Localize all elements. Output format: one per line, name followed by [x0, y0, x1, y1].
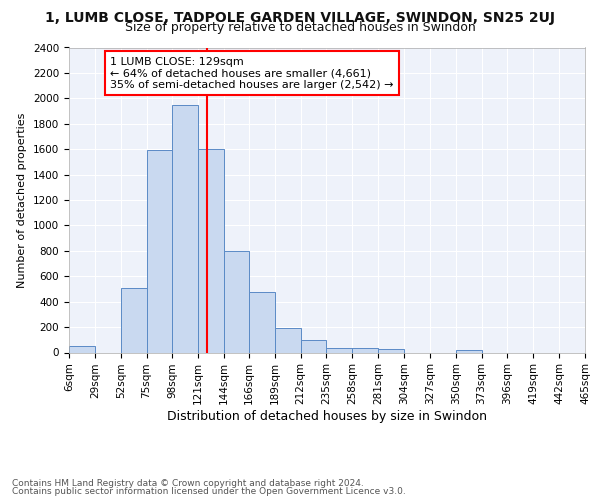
Bar	[172, 104, 198, 352]
Bar	[198, 149, 224, 352]
Text: 1, LUMB CLOSE, TADPOLE GARDEN VILLAGE, SWINDON, SN25 2UJ: 1, LUMB CLOSE, TADPOLE GARDEN VILLAGE, S…	[45, 11, 555, 25]
Bar	[352, 348, 378, 352]
X-axis label: Distribution of detached houses by size in Swindon: Distribution of detached houses by size …	[167, 410, 487, 423]
Text: 1 LUMB CLOSE: 129sqm
← 64% of detached houses are smaller (4,661)
35% of semi-de: 1 LUMB CLOSE: 129sqm ← 64% of detached h…	[110, 56, 394, 90]
Text: Contains HM Land Registry data © Crown copyright and database right 2024.: Contains HM Land Registry data © Crown c…	[12, 478, 364, 488]
Bar	[456, 350, 482, 352]
Bar	[326, 348, 352, 352]
Bar	[69, 346, 95, 352]
Bar	[121, 288, 146, 352]
Bar	[378, 350, 404, 352]
Bar	[224, 251, 249, 352]
Text: Contains public sector information licensed under the Open Government Licence v3: Contains public sector information licen…	[12, 487, 406, 496]
Y-axis label: Number of detached properties: Number of detached properties	[17, 112, 28, 288]
Bar	[146, 150, 172, 352]
Bar	[301, 340, 326, 352]
Text: Size of property relative to detached houses in Swindon: Size of property relative to detached ho…	[125, 22, 475, 35]
Bar	[275, 328, 301, 352]
Bar	[249, 292, 275, 352]
